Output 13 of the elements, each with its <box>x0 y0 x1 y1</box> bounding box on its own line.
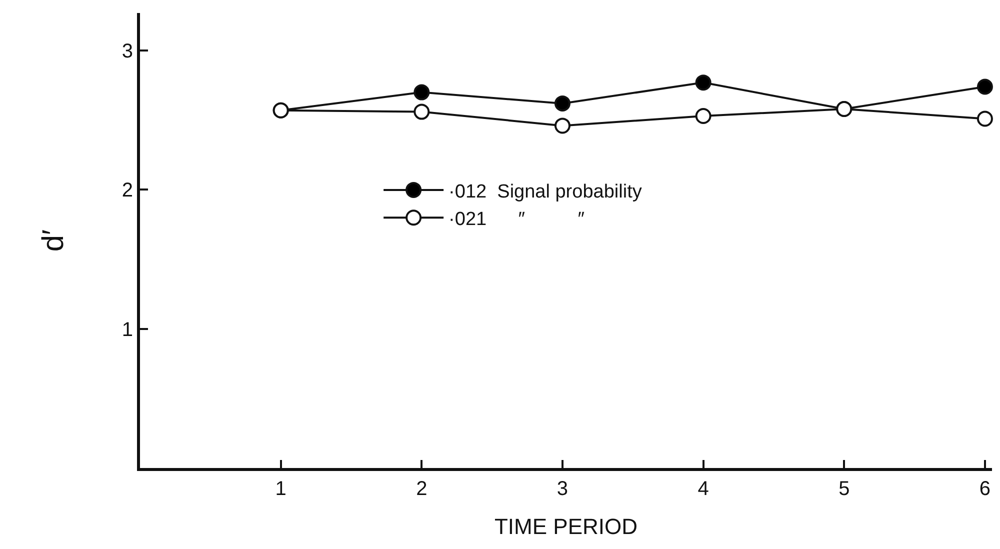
x-tick-label: 5 <box>838 478 850 500</box>
x-tick-label: 1 <box>275 478 286 500</box>
x-tick-label: 2 <box>416 478 428 500</box>
y-tick-label: 3 <box>122 40 133 63</box>
x-tick-label: 6 <box>979 478 991 500</box>
x-tick-label: 4 <box>698 478 709 500</box>
y-tick-label: 2 <box>122 180 133 202</box>
y-tick-label: 1 <box>122 318 133 341</box>
x-axis-title: TIME PERIOD <box>494 514 638 539</box>
legend-label: ·012 Signal probability <box>448 181 642 202</box>
legend-label: ·021 ″ ″ <box>448 209 585 230</box>
y-axis-title: d′ <box>36 228 70 252</box>
x-tick-label: 3 <box>556 478 568 500</box>
